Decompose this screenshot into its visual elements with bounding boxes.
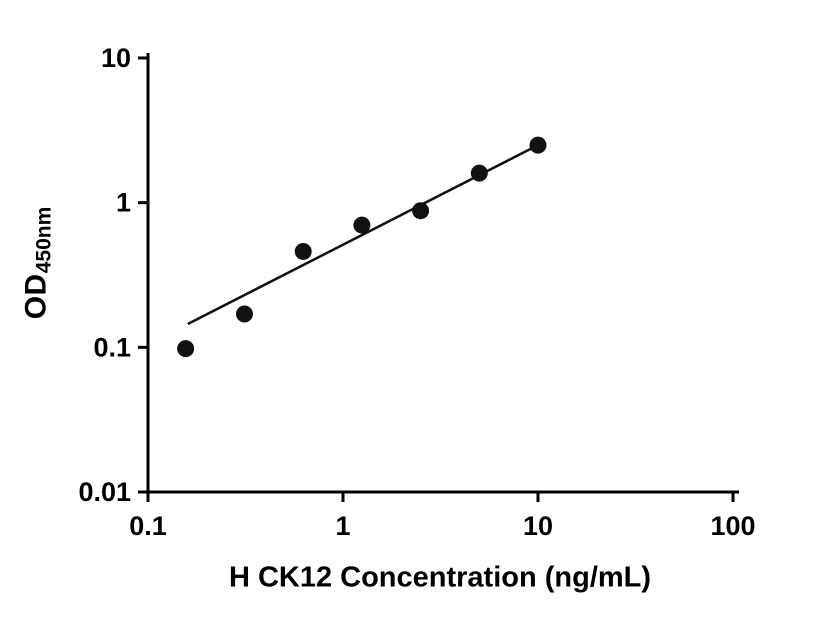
y-axis-label-main: OD xyxy=(19,273,53,320)
x-tick-label: 10 xyxy=(523,511,553,541)
x-tick-label: 100 xyxy=(710,511,755,541)
y-tick-label: 0.01 xyxy=(78,477,131,507)
y-tick-label: 0.1 xyxy=(93,332,131,362)
y-tick-label: 10 xyxy=(101,43,131,73)
y-tick-label: 1 xyxy=(116,188,131,218)
x-axis-label: H CK12 Concentration (ng/mL) xyxy=(228,561,652,594)
data-point xyxy=(235,305,253,323)
x-tick-label: 1 xyxy=(335,511,350,541)
data-point xyxy=(412,202,430,220)
data-point xyxy=(470,164,488,182)
data-point xyxy=(529,136,547,154)
x-tick-label: 0.1 xyxy=(129,511,167,541)
data-point xyxy=(294,242,312,260)
data-point xyxy=(353,216,371,234)
y-axis-label: OD450nm xyxy=(20,207,57,320)
y-axis-label-subscript: 450nm xyxy=(32,206,56,274)
data-point xyxy=(177,340,195,358)
